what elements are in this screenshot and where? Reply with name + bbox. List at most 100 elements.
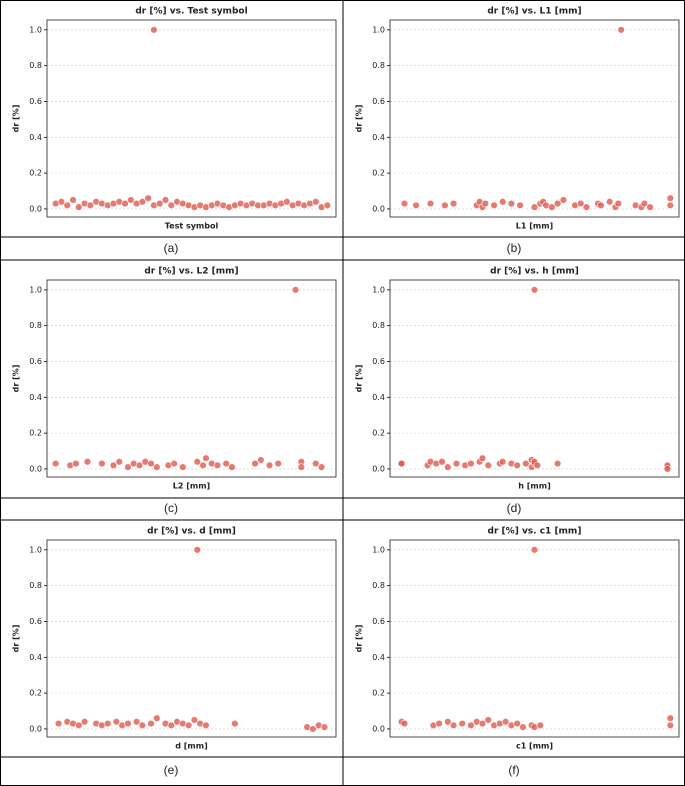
point [75, 203, 83, 211]
y-axis-label: dr [%] [12, 365, 21, 393]
point [121, 199, 129, 208]
point [452, 459, 461, 468]
y-tick-label: 0.8 [29, 61, 42, 70]
point [484, 461, 492, 470]
point [98, 459, 106, 468]
point [69, 196, 77, 204]
point [666, 194, 675, 202]
x-axis-label: L1 [mm] [516, 222, 553, 231]
point [112, 718, 121, 726]
y-tick-label: 0.2 [29, 429, 42, 438]
y-tick-label: 0.2 [372, 429, 385, 438]
y-tick-label: 0.4 [29, 133, 42, 142]
point [317, 463, 326, 471]
point [72, 459, 80, 468]
y-tick-label: 0.4 [372, 133, 385, 142]
y-tick-label: 0.0 [372, 724, 385, 733]
y-tick-label: 0.6 [29, 97, 42, 106]
y-tick-label: 1.0 [372, 285, 385, 294]
point [519, 723, 527, 731]
point [530, 203, 539, 211]
point [283, 198, 291, 206]
point [614, 199, 623, 208]
y-tick-label: 0.0 [29, 724, 42, 733]
chart-title: dr [%] vs. h [mm] [490, 267, 579, 277]
chart-title: dr [%] vs. L2 [mm] [144, 267, 238, 277]
point [412, 201, 420, 210]
caption: (a) [164, 241, 179, 255]
y-tick-label: 1.0 [29, 545, 42, 554]
point [640, 199, 649, 208]
point [582, 203, 591, 211]
point [257, 456, 265, 464]
y-tick-label: 0.6 [372, 97, 385, 106]
point [323, 201, 332, 210]
y-tick-label: 0.6 [372, 357, 385, 366]
point [228, 463, 236, 471]
y-tick-label: 0.0 [29, 204, 42, 213]
plot-area [46, 279, 337, 478]
point [400, 719, 409, 728]
point [199, 461, 207, 470]
point [533, 461, 542, 470]
point [605, 198, 614, 206]
point [516, 201, 524, 210]
point [63, 201, 71, 210]
y-tick-label: 1.0 [29, 285, 42, 294]
x-axis-label: c1 [mm] [516, 742, 553, 751]
point [522, 459, 530, 468]
y-tick-label: 1.0 [372, 545, 385, 554]
point [530, 546, 539, 554]
point [54, 719, 63, 728]
point [400, 199, 409, 208]
point [109, 461, 118, 470]
point [147, 719, 155, 728]
point [153, 463, 161, 471]
point [193, 458, 201, 466]
point [467, 721, 475, 730]
point [449, 721, 458, 730]
chart-title: dr [%] vs. L1 [mm] [487, 7, 581, 17]
point [147, 459, 155, 468]
point [397, 459, 406, 468]
point [75, 721, 83, 730]
point [138, 721, 147, 730]
point [435, 719, 443, 728]
point [663, 465, 672, 473]
y-axis-label: dr [%] [355, 105, 364, 133]
point [309, 725, 317, 733]
point [138, 198, 147, 206]
plot-area [389, 279, 680, 478]
point [222, 459, 230, 468]
point [481, 199, 490, 208]
point [103, 719, 112, 728]
point [167, 201, 175, 210]
point [467, 459, 475, 468]
plot-area [46, 19, 337, 218]
y-axis-label: dr [%] [355, 365, 364, 393]
point [153, 714, 161, 722]
point [444, 718, 452, 726]
point [478, 454, 487, 462]
y-tick-label: 0.2 [372, 689, 385, 698]
chart-title: dr [%] vs. c1 [mm] [488, 527, 582, 537]
point [513, 719, 521, 728]
point [513, 461, 521, 470]
y-axis-label: dr [%] [12, 625, 21, 653]
y-tick-label: 0.8 [29, 581, 42, 590]
y-tick-label: 0.0 [372, 204, 385, 213]
point [124, 463, 132, 471]
point [202, 721, 210, 730]
plot-area [389, 539, 680, 738]
y-tick-label: 0.6 [29, 357, 42, 366]
point [666, 721, 675, 730]
y-tick-label: 0.6 [29, 617, 42, 626]
x-axis-label: h [mm] [518, 482, 550, 491]
point [444, 463, 452, 471]
y-tick-label: 0.8 [29, 321, 42, 330]
point [484, 716, 492, 724]
point [553, 199, 562, 208]
plot-area [46, 539, 337, 738]
chart-title: dr [%] vs. Test symbol [135, 7, 247, 17]
caption: (e) [164, 763, 179, 777]
